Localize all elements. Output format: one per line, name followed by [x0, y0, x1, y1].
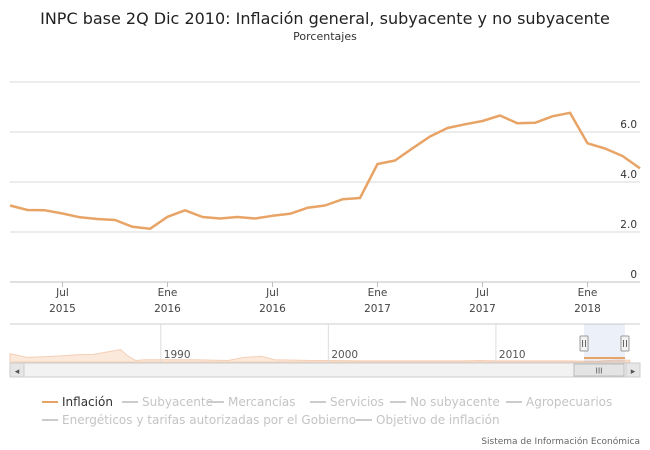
series-layer[interactable] — [9, 111, 641, 231]
legend-item[interactable]: No subyacente — [390, 395, 500, 409]
x-tick-year: 2016 — [154, 303, 181, 315]
legend-item[interactable]: Objetivo de inflación — [356, 413, 500, 427]
scrollbar-right-button[interactable]: ▸ — [625, 362, 641, 378]
navigator-scrollbar[interactable]: ◂ ▸ III — [9, 362, 641, 378]
legend-label: Objetivo de inflación — [376, 413, 500, 427]
legend-label: Agropecuarios — [526, 395, 612, 409]
y-tick-label: 0 — [630, 269, 637, 281]
y-axis-labels: 0 2.0 4.0 6.0 — [620, 119, 637, 281]
legend-label: Subyacente — [142, 395, 213, 409]
legend-item[interactable]: Servicios — [310, 395, 384, 409]
y-tick-label: 6.0 — [620, 119, 637, 131]
navigator-label: 2010 — [499, 349, 526, 361]
scrollbar-left-button[interactable]: ◂ — [9, 362, 25, 378]
x-tick-year: 2015 — [49, 303, 76, 315]
legend-label: Mercancías — [228, 395, 296, 409]
x-tick-label: Jul — [475, 287, 489, 299]
scrollbar-track[interactable] — [9, 362, 641, 378]
navigator-label: 1990 — [164, 349, 191, 361]
x-tick-label: Ene — [368, 287, 388, 299]
right-arrow-icon: ▸ — [631, 367, 636, 377]
left-arrow-icon: ◂ — [15, 367, 20, 377]
series-line-inflacion[interactable] — [9, 111, 641, 231]
credits[interactable]: Sistema de Información Económica — [481, 436, 640, 447]
legend-label: Servicios — [330, 395, 384, 409]
chart-title: INPC base 2Q Dic 2010: Inflación general… — [40, 9, 610, 28]
x-axis: Jul 2015 Ene 2016 Jul 2016 Ene 2017 Jul 2017 Ene 20… — [10, 281, 640, 315]
x-tick-label: Ene — [578, 287, 598, 299]
x-tick-label: Jul — [55, 287, 69, 299]
legend-item[interactable]: Energéticos y tarifas autorizadas por el… — [42, 413, 356, 427]
scrollbar-thumb[interactable]: III — [573, 363, 625, 377]
legend-label: Inflación — [62, 395, 113, 409]
navigator-selection[interactable] — [584, 324, 625, 362]
navigator-label: 2000 — [331, 349, 358, 361]
y-grid — [10, 81, 640, 233]
x-tick-year: 2017 — [364, 303, 391, 315]
grip-icon: III — [595, 367, 602, 376]
navigator-handle-right[interactable] — [620, 335, 630, 352]
x-tick-year: 2018 — [574, 303, 601, 315]
y-tick-label: 2.0 — [620, 219, 637, 231]
legend-item[interactable]: Subyacente — [122, 395, 213, 409]
legend-item[interactable]: Mercancías — [208, 395, 296, 409]
navigator-handle-left[interactable] — [579, 335, 589, 352]
navigator-series-area — [9, 348, 631, 363]
navigator[interactable]: 1990 2000 2010 — [9, 323, 640, 363]
legend-item[interactable]: Inflación — [42, 395, 113, 409]
x-tick-year: 2017 — [469, 303, 496, 315]
legend-label: No subyacente — [410, 395, 500, 409]
legend-label: Energéticos y tarifas autorizadas por el… — [62, 413, 356, 427]
x-tick-year: 2016 — [259, 303, 286, 315]
legend: Inflación Subyacente Mercancías Servicios No… — [42, 395, 612, 427]
chart-subtitle: Porcentajes — [293, 30, 357, 43]
x-tick-label: Ene — [158, 287, 178, 299]
y-tick-label: 4.0 — [620, 169, 637, 181]
x-tick-label: Jul — [265, 287, 279, 299]
legend-item[interactable]: Agropecuarios — [506, 395, 612, 409]
